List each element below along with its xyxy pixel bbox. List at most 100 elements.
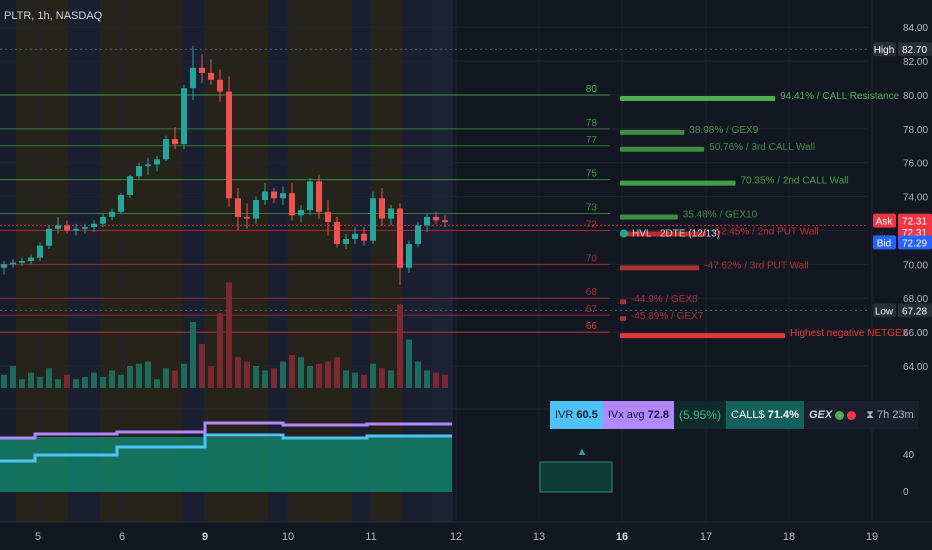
gex-bar	[620, 95, 776, 101]
candle-body	[73, 228, 79, 231]
y-tick-label: 76.00	[903, 159, 928, 170]
candle-body	[253, 199, 259, 219]
candle-body	[199, 67, 205, 73]
volume-bar	[244, 361, 250, 388]
volume-bar	[343, 370, 349, 388]
candle-body	[55, 225, 61, 229]
level-label: -47.62% / 3rd PUT Wall	[704, 260, 808, 271]
x-tick-label: 11	[365, 531, 376, 543]
call-badge: CALL$ 71.4%	[726, 401, 804, 429]
gex-bar	[620, 231, 706, 237]
volume-bar	[406, 339, 412, 388]
candle-body	[172, 139, 178, 145]
candle-body	[352, 233, 358, 239]
ivx-badge: IVx avg 72.8	[602, 401, 674, 429]
candle-body	[82, 227, 88, 229]
strike-label: 75	[586, 169, 598, 180]
volume-bar	[73, 379, 79, 388]
candle-body	[262, 191, 268, 200]
session-band	[432, 0, 453, 522]
candle-body	[388, 208, 394, 219]
level-label: 70.35% / 2nd CALL Wall	[741, 176, 849, 187]
candle-body	[226, 91, 232, 199]
volume-bar	[334, 357, 340, 388]
volume-bar	[190, 322, 196, 388]
candle-body	[46, 228, 52, 246]
call-value: 71.4%	[767, 409, 799, 421]
volume-bar	[109, 370, 115, 388]
volume-bar	[280, 361, 286, 388]
x-tick-label: 9	[202, 531, 208, 543]
volume-bar	[235, 357, 241, 388]
price-tag-value: 67.28	[902, 306, 927, 317]
candle-body	[397, 208, 403, 268]
candle-body	[271, 191, 277, 199]
volume-bar	[433, 372, 439, 388]
candle-body	[370, 198, 376, 241]
gex-bar	[620, 129, 685, 135]
candle-body	[127, 176, 133, 195]
x-tick-label: 5	[35, 531, 41, 543]
gex-bar	[620, 180, 736, 186]
volume-bar	[397, 304, 403, 388]
volume-bar	[136, 363, 142, 388]
candle-body	[307, 181, 313, 211]
strike-label: 78	[586, 118, 598, 129]
strike-label: 72	[586, 219, 598, 230]
price-tag-bg	[898, 42, 932, 57]
strike-label: 68	[586, 287, 598, 298]
volume-bar	[325, 361, 331, 388]
ivr-label: IVR	[555, 409, 574, 421]
candle-body	[379, 198, 385, 219]
price-tag-value: 72.31	[902, 228, 927, 239]
candle-body	[424, 216, 430, 226]
time-left: 7h 23m	[876, 409, 914, 421]
y-tick-label: 70.00	[903, 260, 928, 271]
x-tick-label: 19	[866, 531, 878, 543]
strike-label: 77	[586, 135, 598, 146]
volume-bar	[208, 366, 214, 388]
candle-body	[334, 222, 340, 245]
level-label: 94.41% / CALL Resistance	[780, 91, 900, 102]
candle-body	[136, 166, 142, 177]
candle-body	[406, 244, 412, 268]
volume-bar	[163, 368, 169, 388]
session-band	[0, 0, 16, 522]
x-tick-label: 18	[783, 531, 795, 543]
ivr-badge: IVR 60.5	[550, 401, 603, 429]
volume-bar	[307, 366, 313, 388]
hourglass-icon: ⧗	[866, 408, 874, 421]
volume-bar	[28, 372, 34, 388]
volume-bar	[424, 370, 430, 388]
iv-fill	[0, 437, 452, 492]
symbol-title: PLTR, 1h, NASDAQ	[4, 10, 103, 22]
candle-body	[100, 216, 106, 224]
price-tag-label-bg	[873, 213, 896, 228]
volume-bar	[352, 372, 358, 388]
gex-bar	[620, 299, 626, 305]
volume-axis-label: 0	[903, 487, 909, 498]
x-tick-label: 13	[533, 531, 545, 543]
price-tag-label: Low	[875, 306, 894, 317]
hvl-sub: 2DTE (12/13)	[660, 228, 720, 239]
candle-body	[433, 216, 439, 221]
strike-label: 70	[586, 253, 598, 264]
strike-label: 80	[586, 84, 598, 95]
level-label: Highest negative NETGEX	[790, 328, 909, 339]
price-tag-value: 72.29	[902, 238, 927, 249]
volume-bar	[316, 363, 322, 388]
price-tag-value: 82.70	[902, 45, 927, 56]
volume-bar	[154, 379, 160, 388]
volume-bar	[145, 361, 151, 388]
candle-body	[10, 262, 16, 265]
volume-bar	[19, 379, 25, 388]
volume-bar	[289, 355, 295, 388]
price-tag-label-bg	[873, 235, 896, 250]
candle-body	[154, 159, 160, 165]
candle-body	[28, 257, 34, 261]
time-badge: ⧗ 7h 23m	[861, 401, 919, 429]
session-band	[352, 0, 371, 522]
x-tick-label: 10	[282, 531, 294, 543]
candle-body	[145, 164, 151, 167]
